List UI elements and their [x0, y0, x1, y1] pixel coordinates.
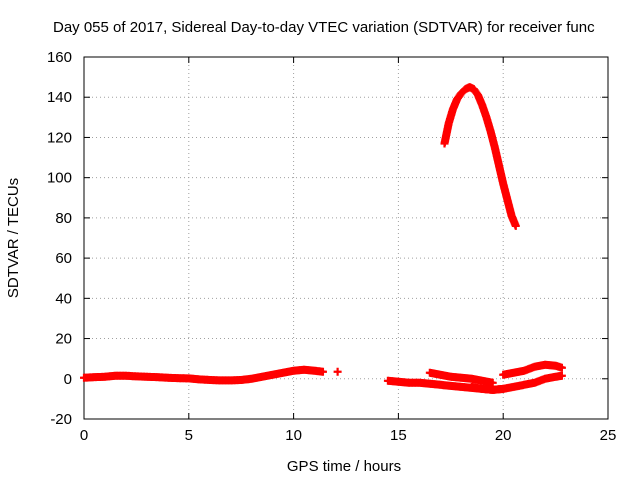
data-point — [557, 363, 566, 372]
y-tick-label: 0 — [64, 371, 72, 388]
y-tick-label: 40 — [55, 290, 72, 307]
y-tick-label: 80 — [55, 210, 72, 227]
series-sat-6 — [467, 371, 566, 394]
series-sat-7 — [499, 360, 566, 379]
y-tick-label: 60 — [55, 250, 72, 267]
series-sat-2 — [333, 367, 342, 376]
data-point — [318, 367, 327, 376]
grid — [84, 57, 608, 419]
y-axis-label: SDTVAR / TECUs — [5, 178, 22, 298]
x-tick-label: 0 — [80, 427, 88, 444]
y-tick-label: 120 — [47, 129, 72, 146]
y-tick-label: 160 — [47, 49, 72, 66]
series-sat-4 — [425, 368, 497, 387]
y-tick-label: 140 — [47, 89, 72, 106]
x-tick-label: 5 — [185, 427, 193, 444]
y-tick-label: 20 — [55, 331, 72, 348]
data-point — [488, 378, 497, 387]
x-axis-label: GPS time / hours — [287, 458, 401, 475]
data-series — [80, 83, 566, 394]
series-sat-5 — [440, 83, 520, 230]
x-tick-label: 15 — [390, 427, 407, 444]
y-tick-label: 100 — [47, 170, 72, 187]
data-point — [333, 367, 342, 376]
plot-frame — [83, 56, 609, 420]
data-point — [511, 221, 520, 230]
data-point — [557, 371, 566, 380]
chart-title: Day 055 of 2017, Sidereal Day-to-day VTE… — [53, 19, 595, 36]
x-tick-label: 10 — [285, 427, 302, 444]
y-tick-label: -20 — [50, 411, 72, 428]
x-tick-label: 20 — [495, 427, 512, 444]
series-sat-1 — [80, 365, 327, 385]
x-tick-label: 25 — [600, 427, 617, 444]
